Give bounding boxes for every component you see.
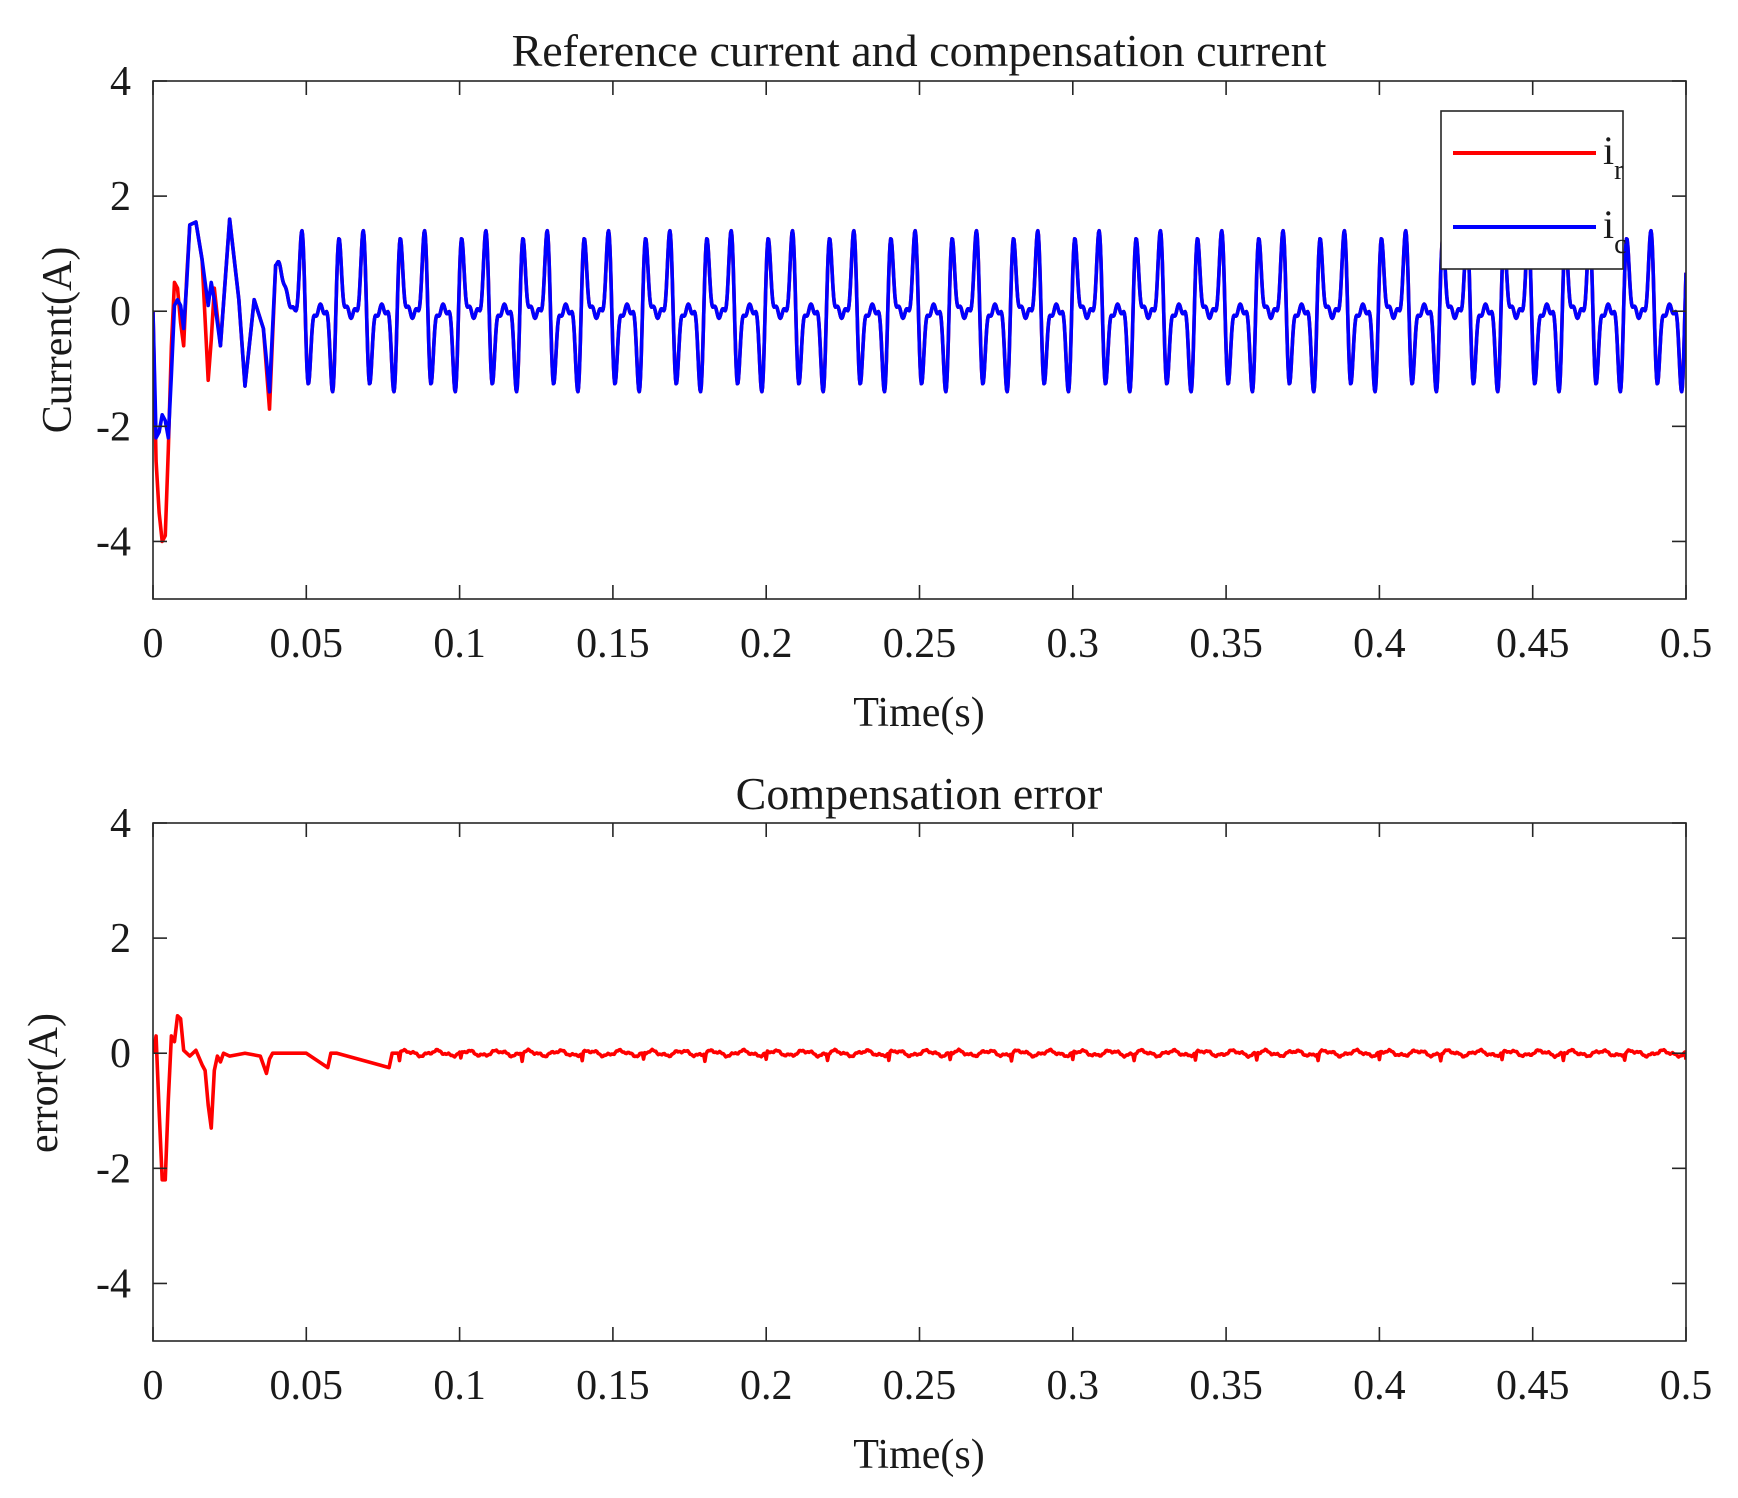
x-tick-label: 0.35 [1189,1363,1263,1409]
y-tick-label: 0 [110,1031,131,1077]
series-line-ic [153,217,1686,440]
x-tick-label: 0.3 [1047,1363,1100,1409]
legend-label-ic-base: i [1603,202,1614,247]
chart-title: Reference current and compensation curre… [512,25,1327,76]
tick-group: 0 0.05 0.1 0.15 0.2 0.25 0.3 0.35 0.4 0.45 0.5 -4 -2… [96,59,1712,667]
x-tick-label: 0.15 [576,621,650,667]
x-tick-label: 0.05 [270,1363,344,1409]
series-line-error [153,1014,1686,1182]
x-tick-label: 0 [143,1363,164,1409]
x-tick-label: 0.05 [270,621,344,667]
y-tick-label: -4 [96,519,131,565]
x-axis-label: Time(s) [853,690,984,736]
x-tick-label: 0.1 [433,1363,486,1409]
x-tick-label: 0.4 [1353,1363,1406,1409]
y-tick-label: -2 [96,1146,131,1192]
error-panel: Compensation error 0 0.05 0.1 0.15 0.2 0.25 0.… [21,768,1712,1478]
x-tick-label: 0.25 [883,1363,957,1409]
y-tick-label: 4 [110,59,131,105]
y-tick-label: 4 [110,801,131,847]
y-tick-label: 2 [110,174,131,220]
chart-title: Compensation error [736,768,1103,819]
legend-label-ic-sub: c [1614,229,1626,260]
x-tick-label: 0.2 [740,621,793,667]
legend-label-ir-base: i [1603,128,1614,173]
x-tick-label: 0.45 [1496,621,1570,667]
x-tick-label: 0.35 [1189,621,1263,667]
error-series-group [153,1014,1686,1182]
x-tick-label: 0.45 [1496,1363,1570,1409]
legend-box [1440,110,1624,270]
y-tick-label: 0 [110,289,131,335]
legend: ir ic [1440,110,1627,270]
x-tick-label: 0.4 [1353,621,1406,667]
current-panel: Reference current and compensation curre… [35,25,1712,736]
y-axis-label: error(A) [21,1013,67,1153]
x-tick-label: 0.15 [576,1363,650,1409]
current-series-group [153,217,1686,544]
plot-frame [152,822,1687,1342]
x-tick-label: 0.1 [433,621,486,667]
x-tick-label: 0.2 [740,1363,793,1409]
x-tick-label: 0 [143,621,164,667]
legend-label-ir: ir [1603,128,1624,186]
y-tick-label: 2 [110,916,131,962]
x-tick-label: 0.25 [883,621,957,667]
y-axis-label: Current(A) [35,247,81,434]
legend-label-ic: ic [1603,202,1627,260]
x-tick-label: 0.5 [1660,621,1713,667]
x-tick-label: 0.5 [1660,1363,1713,1409]
x-tick-label: 0.3 [1047,621,1100,667]
x-axis-label: Time(s) [853,1432,984,1478]
legend-label-ir-sub: r [1614,155,1624,186]
tick-group: 0 0.05 0.1 0.15 0.2 0.25 0.3 0.35 0.4 0.45 0.5 -4 -2… [96,801,1712,1409]
y-tick-label: -2 [96,404,131,450]
y-tick-label: -4 [96,1261,131,1307]
